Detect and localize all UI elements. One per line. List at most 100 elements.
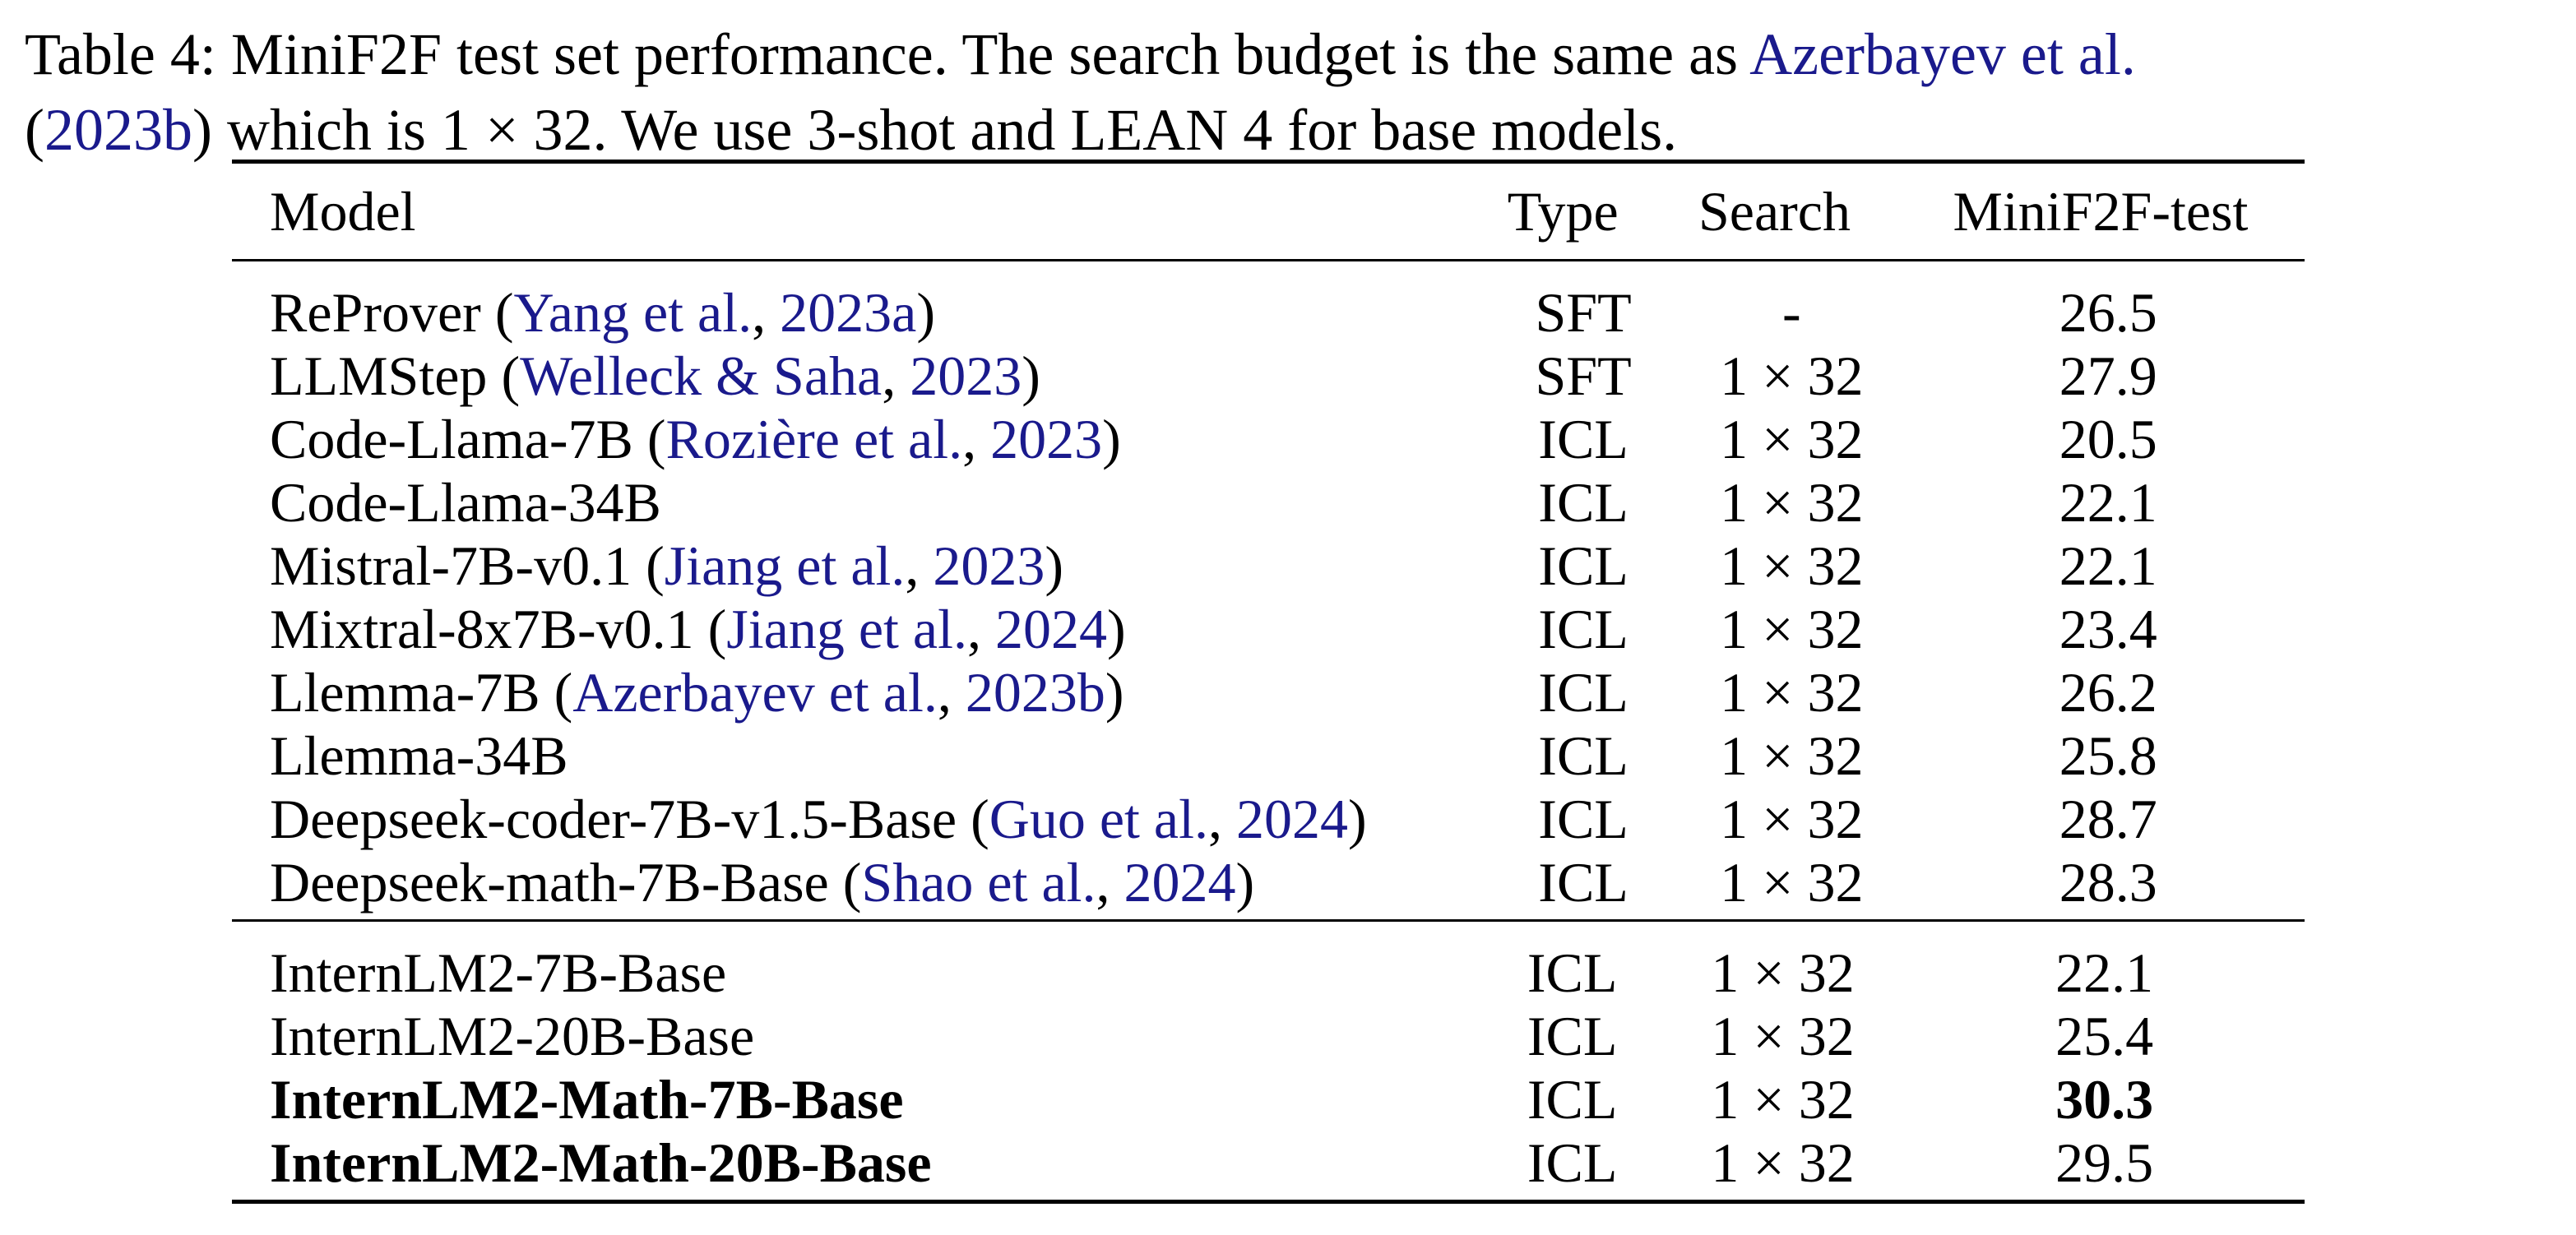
table-row: ReProver (Yang et al., 2023a) SFT - 26.5 [232,261,2305,345]
table-caption: Table 4: MiniF2F test set performance. T… [25,16,2558,168]
cell-score: 28.7 [2059,788,2157,850]
citation-close-paren: ) [1022,345,1040,407]
citation-author-link[interactable]: Azerbayev et al. [572,661,938,724]
cell-search: 1 × 32 [1720,408,1864,470]
table-group-internlm: InternLM2-7B-Base ICL 1 × 32 22.1 InternLM2-… [232,922,2305,1200]
citation-close-paren: ) [1235,851,1255,914]
cell-score: 30.3 [2055,1068,2154,1131]
cell-model: InternLM2-Math-7B-Base [232,1068,1484,1131]
cell-model: LLMStep (Welleck & Saha, 2023) [232,345,1495,408]
citation-open-paren: ( [540,661,573,724]
model-name: ReProver [270,281,481,344]
citation-comma: , [752,281,781,344]
model-name: Code-Llama-34B [270,471,661,534]
citation-author-link[interactable]: Jiang et al. [726,598,967,660]
cell-model: Code-Llama-34B [232,471,1495,534]
cell-type: ICL [1538,661,1629,724]
cell-type: ICL [1538,534,1629,597]
cell-model: Mistral-7B-v0.1 (Jiang et al., 2023) [232,534,1495,598]
model-name: InternLM2-Math-20B-Base [270,1131,932,1194]
table-row: InternLM2-Math-20B-Base ICL 1 × 32 29.5 [232,1131,2305,1200]
table-header: Model Type Search MiniF2F-test [232,164,2305,259]
table-row: Code-Llama-7B (Rozière et al., 2023) ICL 1… [232,408,2305,471]
cell-type: ICL [1538,598,1629,660]
citation-close-paren: ) [1045,534,1064,597]
cell-search: 1 × 32 [1720,724,1864,787]
cell-score: 23.4 [2059,598,2157,660]
cell-score: 29.5 [2055,1131,2154,1194]
cell-type: ICL [1538,471,1629,534]
cell-type: ICL [1538,408,1629,470]
model-name: Mistral-7B-v0.1 [270,534,632,597]
citation-author-link[interactable]: Rozière et al. [665,408,963,470]
model-name: InternLM2-Math-7B-Base [270,1068,904,1131]
results-table: Model Type Search MiniF2F-test ReProver … [232,160,2305,1204]
citation-comma: , [966,598,995,660]
citation-comma: , [962,408,991,470]
caption-citation-year-link[interactable]: 2023b [44,97,192,163]
cell-search: 1 × 32 [1720,534,1864,597]
citation-open-paren: ( [632,534,665,597]
citation-close-paren: ) [1105,661,1124,724]
cell-type: SFT [1535,281,1632,344]
cell-score: 25.4 [2055,1005,2154,1067]
citation-comma: , [905,534,934,597]
caption-text-rest: ) which is 1 × 32. We use 3-shot and LEA… [192,97,1678,163]
citation-comma: , [1096,851,1124,914]
cell-type: ICL [1538,788,1629,850]
table-row: LLMStep (Welleck & Saha, 2023) SFT 1 × 32 2… [232,345,2305,408]
cell-model: Mixtral-8x7B-v0.1 (Jiang et al., 2024) [232,598,1495,661]
citation-year-link[interactable]: 2024 [1235,788,1348,850]
caption-citation-link[interactable]: Azerbayev et al. [1749,21,2136,87]
citation-close-paren: ) [1106,598,1126,660]
header-search: Search [1698,180,1851,243]
cell-type: ICL [1527,941,1618,1004]
cell-score: 22.1 [2059,534,2157,597]
cell-search: 1 × 32 [1720,788,1864,850]
citation-year-link[interactable]: 2024 [994,598,1107,660]
citation-year-link[interactable]: 2023 [990,408,1103,470]
citation-year-link[interactable]: 2023a [780,281,917,344]
table-row: Llemma-34B ICL 1 × 32 25.8 [232,724,2305,788]
model-name: Code-Llama-7B [270,408,633,470]
cell-type: ICL [1527,1068,1618,1131]
cell-search: 1 × 32 [1720,851,1864,914]
cell-model: Llemma-34B [232,724,1495,788]
citation-author-link[interactable]: Jiang et al. [664,534,906,597]
citation-comma: , [937,661,966,724]
header-rule [232,259,2305,261]
caption-line-1: Table 4: MiniF2F test set performance. T… [25,16,2558,92]
cell-model: Deepseek-math-7B-Base (Shao et al., 2024… [232,851,1495,919]
citation-author-link[interactable]: Welleck & Saha [520,345,883,407]
citation-author-link[interactable]: Guo et al. [989,788,1208,850]
table-row: Code-Llama-34B ICL 1 × 32 22.1 [232,471,2305,534]
citation-author-link[interactable]: Shao et al. [861,851,1096,914]
citation-close-paren: ) [1102,408,1121,470]
cell-score: 26.2 [2059,661,2157,724]
model-name: Deepseek-math-7B-Base [270,851,829,914]
header-row: Model Type Search MiniF2F-test [232,164,2305,259]
citation-year-link[interactable]: 2024 [1124,851,1236,914]
cell-search: 1 × 32 [1711,1131,1855,1194]
header-score: MiniF2F-test [1953,180,2249,243]
citation-year-link[interactable]: 2023 [933,534,1045,597]
model-name: Llemma-7B [270,661,540,724]
cell-score: 28.3 [2059,851,2157,914]
citation-year-link[interactable]: 2023 [910,345,1022,407]
cell-score: 25.8 [2059,724,2157,787]
cell-model: Llemma-7B (Azerbayev et al., 2023b) [232,661,1495,724]
cell-model: InternLM2-Math-20B-Base [232,1131,1484,1200]
cell-search: 1 × 32 [1711,941,1855,1004]
cell-search: 1 × 32 [1711,1068,1855,1131]
model-name: InternLM2-7B-Base [270,941,727,1004]
table-row: InternLM2-7B-Base ICL 1 × 32 22.1 [232,922,2305,1005]
table-row: Deepseek-coder-7B-v1.5-Base (Guo et al.,… [232,788,2305,851]
citation-author-link[interactable]: Yang et al. [513,281,753,344]
caption-line-2: (2023b) which is 1 × 32. We use 3-shot a… [25,92,2558,168]
cell-score: 27.9 [2059,345,2157,407]
caption-text: Table 4: MiniF2F test set performance. T… [25,21,1750,87]
citation-year-link[interactable]: 2023b [965,661,1105,724]
model-name: Mixtral-8x7B-v0.1 [270,598,694,660]
table-row: Deepseek-math-7B-Base (Shao et al., 2024… [232,851,2305,919]
citation-open-paren: ( [693,598,727,660]
